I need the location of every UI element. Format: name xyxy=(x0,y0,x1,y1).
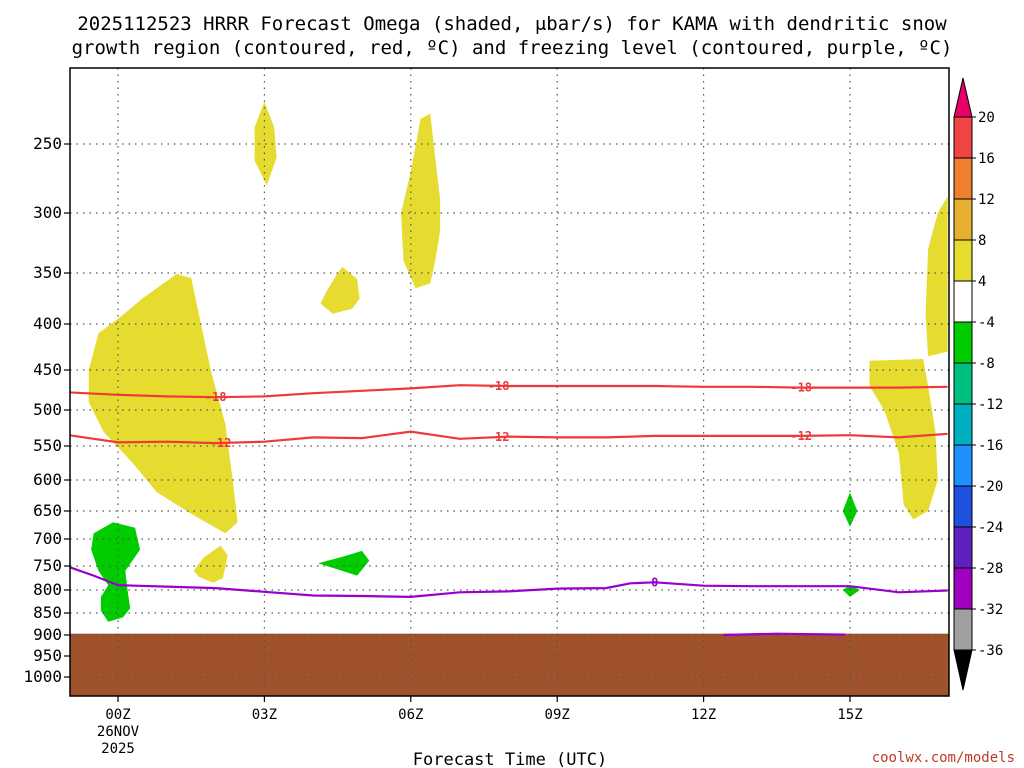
colorbar-swatch xyxy=(953,567,973,610)
colorbar-swatch xyxy=(953,362,973,405)
y-tick-label: 300 xyxy=(33,203,62,222)
y-tick-label: 1000 xyxy=(23,667,62,686)
x-tick-label: 15Z xyxy=(837,707,862,723)
ground-layer xyxy=(70,633,949,696)
contour-line-1 xyxy=(70,430,948,445)
contour-label: -18 xyxy=(488,379,510,393)
y-tick-label: 750 xyxy=(33,556,62,575)
colorbar-bottom-arrow xyxy=(953,649,973,691)
omega-region-7 xyxy=(869,359,938,520)
y-tick-label: 650 xyxy=(33,501,62,520)
colorbar-swatch xyxy=(953,321,973,364)
omega-region-1 xyxy=(193,545,228,583)
colorbar-swatch xyxy=(953,608,973,651)
x-tick-label: 03Z xyxy=(252,707,277,723)
plot-frame xyxy=(69,67,950,697)
x-tick-label: 00Z xyxy=(105,707,130,723)
contour-line-2 xyxy=(70,566,948,599)
omega-region-10 xyxy=(842,492,858,527)
contour-line-0 xyxy=(70,384,948,399)
omega-region-11 xyxy=(842,585,860,597)
contour-label: -18 xyxy=(790,381,812,395)
contour-layer: -18 -18 -18 -12 -12 -12 0 xyxy=(70,379,948,637)
y-tick-label: 900 xyxy=(33,625,62,644)
colorbar-label: -12 xyxy=(978,397,1003,413)
y-tick-label: 550 xyxy=(33,436,62,455)
x-axis-label: Forecast Time (UTC) xyxy=(413,750,607,768)
y-tick-label: 400 xyxy=(33,314,62,333)
colorbar-swatch xyxy=(953,444,973,487)
y-tick-label: 500 xyxy=(33,400,62,419)
colorbar-label: -20 xyxy=(978,479,1003,495)
colorbar-label: 4 xyxy=(978,274,986,290)
colorbar-label: -36 xyxy=(978,643,1003,659)
omega-region-2 xyxy=(416,60,436,62)
y-tick-label: 800 xyxy=(33,580,62,599)
colorbar-swatch xyxy=(953,116,973,159)
colorbar-swatch xyxy=(953,280,973,323)
colorbar-label: 12 xyxy=(978,192,995,208)
x-tick-label: 06Z xyxy=(398,707,423,723)
chart-title-line-1: 2025112523 HRRR Forecast Omega (shaded, … xyxy=(77,13,947,35)
omega-region-0 xyxy=(88,274,238,534)
grid-layer xyxy=(70,68,949,696)
colorbar-swatch xyxy=(953,526,973,569)
colorbar: 20 16 12 8 4 -4 -8 -12 -16 -20 -24 -28 -32 -36 xyxy=(953,77,1003,691)
y-tick-label: 350 xyxy=(33,263,62,282)
contour-label: -12 xyxy=(488,430,510,444)
omega-region-5 xyxy=(401,113,441,289)
colorbar-label: -32 xyxy=(978,602,1003,618)
colorbar-label: -4 xyxy=(978,315,995,331)
credit-text: coolwx.com/models xyxy=(872,750,1015,766)
colorbar-label: -16 xyxy=(978,438,1003,454)
omega-region-6 xyxy=(925,196,948,357)
colorbar-label: -8 xyxy=(978,356,995,372)
y-tick-label: 250 xyxy=(33,134,62,153)
colorbar-swatch xyxy=(953,157,973,200)
y-tick-label: 450 xyxy=(33,360,62,379)
colorbar-swatch xyxy=(953,239,973,282)
contour-label: -18 xyxy=(205,390,227,404)
y-tick-label: 700 xyxy=(33,529,62,548)
omega-region-9 xyxy=(318,550,370,576)
ground-fill xyxy=(70,633,949,696)
colorbar-label: -24 xyxy=(978,520,1003,536)
colorbar-label: 8 xyxy=(978,233,986,249)
contour-label: -12 xyxy=(790,429,812,443)
contour-label: 0 xyxy=(651,575,658,589)
contour-line-3 xyxy=(723,632,846,637)
colorbar-swatch xyxy=(953,403,973,446)
y-tick-label: 600 xyxy=(33,470,62,489)
colorbar-label: -28 xyxy=(978,561,1003,577)
omega-region-4 xyxy=(320,267,360,314)
x-tick-date: 26NOV xyxy=(97,724,140,740)
colorbar-swatch xyxy=(953,198,973,241)
colorbar-swatch xyxy=(953,485,973,528)
colorbar-label: 16 xyxy=(978,151,995,167)
contour-label: -12 xyxy=(210,436,232,450)
colorbar-top-arrow xyxy=(953,77,973,118)
colorbar-label: 20 xyxy=(978,110,995,126)
y-tick-label: 850 xyxy=(33,603,62,622)
x-tick-label: 09Z xyxy=(545,707,570,723)
chart-title-line-2: growth region (contoured, red, ºC) and f… xyxy=(72,37,953,59)
plot-fill-layer xyxy=(88,60,948,622)
omega-region-8 xyxy=(91,522,140,622)
y-tick-label: 950 xyxy=(33,646,62,665)
x-tick-year: 2025 xyxy=(101,741,135,757)
y-axis: 250 300 350 400 450 500 550 600 650 700 750 800 850 9… xyxy=(23,134,70,686)
x-tick-label: 12Z xyxy=(691,707,716,723)
